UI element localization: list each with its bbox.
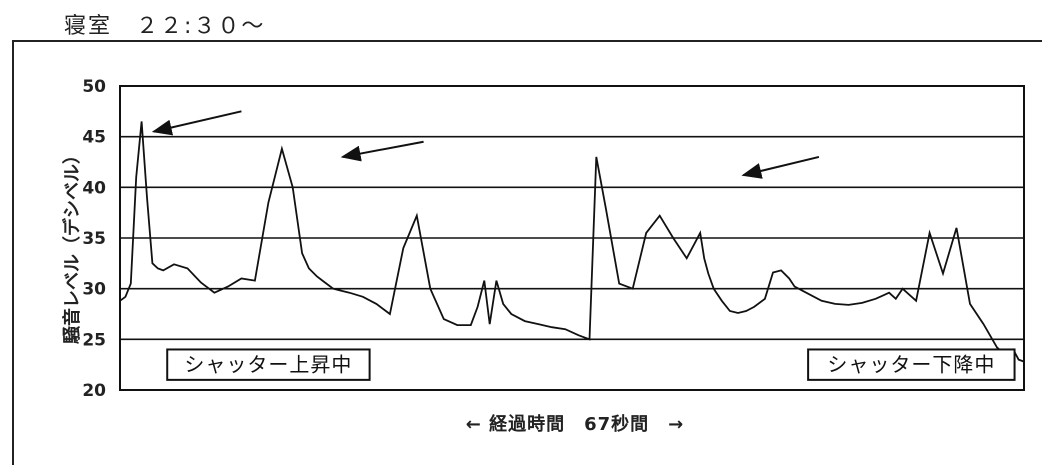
annotation-box-frame	[807, 348, 1016, 381]
y-tick-label: 30	[82, 280, 106, 300]
noise-series-line	[119, 121, 1025, 363]
chart-frame	[12, 40, 1042, 465]
y-axis-label: 騒音レベル（デシベル）	[61, 146, 83, 344]
y-tick-label: 25	[82, 330, 106, 350]
page-title: 寝室 ２２:３０～	[64, 14, 266, 39]
y-tick-label: 20	[82, 381, 106, 401]
y-tick-label: 45	[82, 128, 106, 148]
annotation-label: シャッター上昇中	[184, 353, 352, 377]
annotation-box-1: シャッター上昇中	[166, 348, 371, 381]
y-tick-label: 40	[82, 178, 106, 198]
annotation-label: シャッター下降中	[827, 353, 995, 377]
y-tick-label: 35	[82, 229, 106, 249]
peak-arrow-1	[151, 110, 242, 136]
plot-area	[119, 85, 1025, 391]
peak-arrow-3	[741, 155, 820, 179]
annotation-box-2: シャッター下降中	[807, 348, 1016, 381]
annotation-box-frame	[166, 348, 371, 381]
y-tick-label: 50	[82, 77, 106, 97]
peak-arrow-2	[340, 140, 424, 162]
x-axis-label: ← 経過時間 67秒間 →	[466, 413, 684, 435]
